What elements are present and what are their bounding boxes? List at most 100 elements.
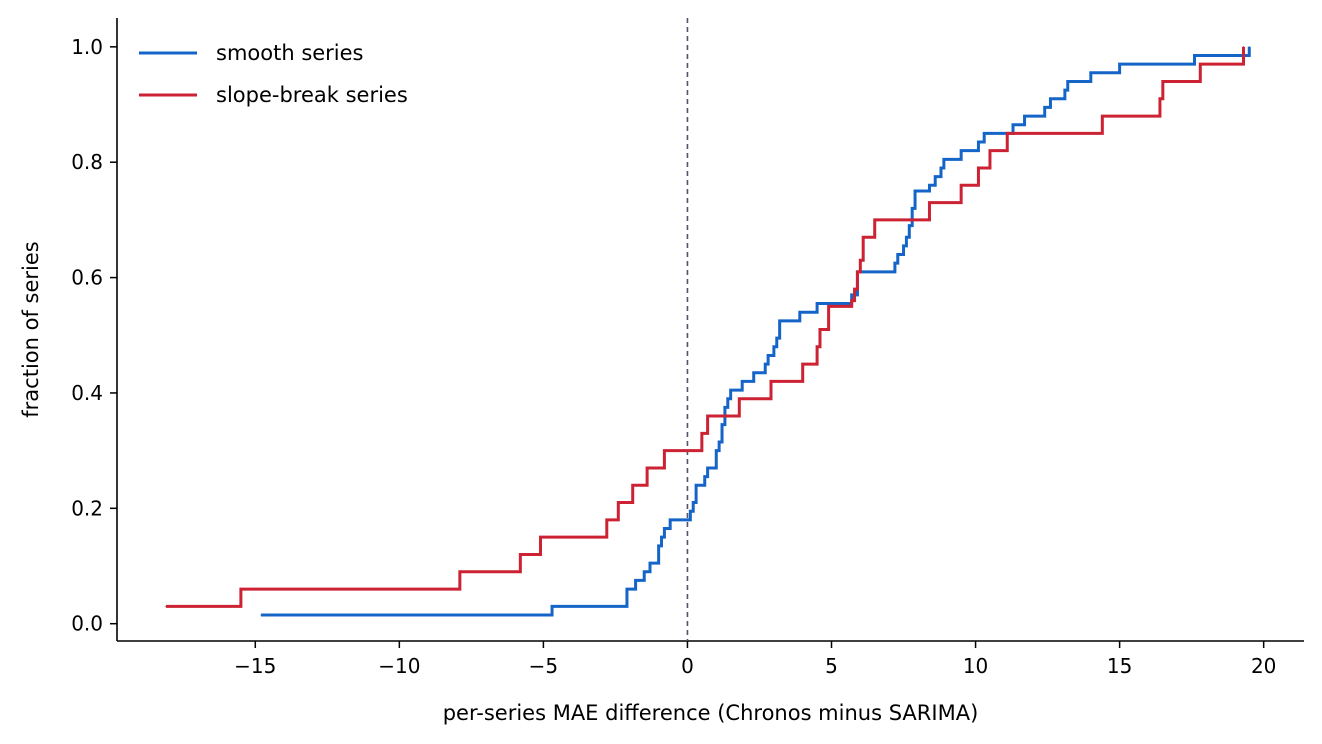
data-point — [689, 510, 691, 512]
data-point — [902, 245, 905, 247]
data-point — [914, 190, 916, 192]
data-point — [911, 207, 913, 209]
data-point — [632, 484, 634, 486]
data-point — [908, 225, 910, 227]
data-point — [897, 253, 899, 256]
data-point — [663, 527, 666, 530]
data-point — [1199, 63, 1201, 65]
data-point — [704, 475, 706, 478]
data-point — [1064, 89, 1066, 91]
y-tick-label: 1.0 — [71, 35, 103, 59]
data-point — [721, 424, 723, 426]
data-point — [1162, 80, 1164, 83]
data-point — [905, 236, 908, 238]
series-line — [261, 46, 1251, 617]
series-smooth — [260, 46, 1251, 617]
x-axis-label: per-series MAE difference (Chronos minus… — [443, 701, 979, 725]
data-point — [856, 271, 859, 273]
data-point — [943, 158, 945, 160]
data-point — [663, 450, 666, 452]
data-point — [928, 201, 931, 204]
data-point — [940, 167, 942, 169]
data-point — [767, 354, 769, 357]
data-point — [983, 132, 985, 134]
data-point — [1248, 46, 1250, 48]
data-point — [819, 328, 821, 331]
legend-label: slope-break series — [216, 83, 408, 107]
data-point — [799, 311, 801, 313]
data-point — [730, 389, 732, 391]
legend-label: smooth series — [216, 41, 364, 65]
data-point — [617, 501, 619, 504]
data-point — [753, 372, 755, 374]
data-point — [741, 380, 743, 383]
legend: smooth series slope-break series — [139, 41, 408, 107]
data-point — [894, 262, 896, 264]
data-point — [977, 141, 980, 143]
data-point — [1193, 54, 1196, 57]
data-point — [727, 398, 729, 400]
data-point — [165, 605, 167, 607]
data-point — [853, 288, 856, 290]
data-point — [519, 553, 521, 556]
data-point — [707, 415, 709, 417]
x-ticks: −15 −10 −5 0 5 10 15 20 — [234, 641, 1276, 678]
data-point — [1049, 98, 1052, 100]
data-point — [828, 305, 830, 308]
data-point — [1023, 115, 1026, 117]
axes — [116, 18, 1304, 642]
series-slope-break — [165, 46, 1245, 608]
data-point — [707, 467, 709, 469]
data-point — [1044, 106, 1046, 109]
data-point — [960, 184, 962, 186]
data-point — [738, 398, 740, 400]
data-point — [851, 300, 853, 302]
data-point — [1012, 124, 1014, 126]
data-point — [859, 259, 861, 261]
series-layer — [165, 46, 1251, 617]
data-point — [928, 184, 931, 186]
x-tick-label: −10 — [378, 654, 420, 678]
data-point — [960, 150, 962, 152]
data-point — [606, 519, 608, 521]
data-point — [660, 536, 663, 538]
data-point — [816, 302, 818, 305]
data-point — [1067, 80, 1069, 83]
data-point — [701, 432, 703, 434]
y-axis-label: fraction of series — [19, 241, 43, 417]
y-tick-label: 0.0 — [71, 612, 103, 636]
data-point — [816, 346, 818, 348]
data-point — [539, 536, 542, 538]
data-point — [934, 176, 936, 178]
data-point — [764, 363, 766, 365]
x-tick-label: 0 — [681, 654, 694, 678]
data-point — [1101, 115, 1103, 117]
data-point — [1090, 72, 1092, 74]
data-point — [634, 579, 637, 582]
data-point — [989, 150, 991, 152]
data-point — [1006, 132, 1008, 134]
data-point — [977, 167, 980, 169]
data-point — [459, 571, 461, 573]
data-point — [715, 450, 717, 452]
data-point — [802, 363, 804, 365]
data-point — [260, 614, 262, 616]
x-tick-label: 5 — [825, 654, 838, 678]
data-point — [658, 545, 660, 547]
data-point — [776, 337, 778, 339]
y-ticks: 0.0 0.2 0.4 0.6 0.8 1.0 — [71, 35, 117, 636]
data-point — [643, 571, 645, 573]
data-point — [551, 605, 553, 607]
data-point — [724, 406, 726, 408]
data-point — [770, 380, 772, 383]
data-point — [695, 484, 697, 486]
data-point — [773, 346, 775, 348]
y-tick-label: 0.2 — [71, 496, 103, 520]
data-point — [1242, 46, 1245, 48]
data-point — [646, 467, 648, 469]
data-point — [240, 588, 242, 590]
x-tick-label: 10 — [963, 654, 988, 678]
data-point — [874, 219, 876, 221]
y-tick-label: 0.4 — [71, 381, 103, 405]
